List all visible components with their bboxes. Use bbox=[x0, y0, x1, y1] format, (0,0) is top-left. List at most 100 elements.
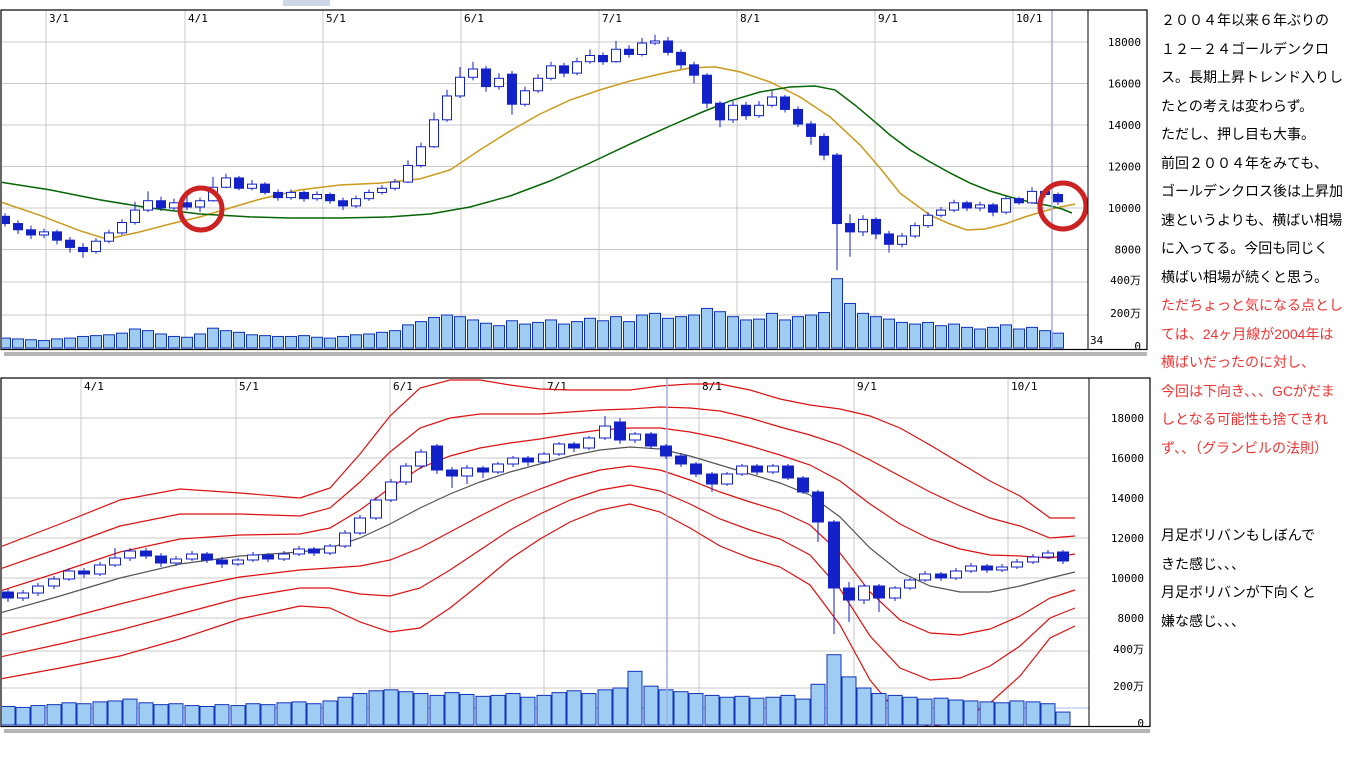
candle-up bbox=[109, 557, 121, 566]
volume-bar bbox=[1013, 328, 1025, 349]
volume-bars bbox=[2, 278, 1064, 349]
candle-up bbox=[468, 68, 478, 78]
candle-down bbox=[981, 565, 993, 571]
price-tick-label: 12000 bbox=[1111, 532, 1144, 545]
candle-down bbox=[299, 191, 309, 200]
volume-bar bbox=[306, 703, 322, 726]
month-tick-label: 7/1 bbox=[602, 12, 622, 25]
chart-shadow bbox=[4, 352, 1147, 356]
chart-shadow bbox=[4, 729, 1150, 733]
volume-bar bbox=[857, 312, 869, 349]
volume-bar bbox=[532, 321, 544, 349]
volume-bar bbox=[740, 319, 752, 349]
volume-bar bbox=[856, 687, 872, 726]
volume-bar bbox=[168, 335, 180, 349]
candle-up bbox=[130, 209, 140, 224]
volume-tick-label: 200万 bbox=[1110, 307, 1141, 320]
candle-down bbox=[624, 48, 634, 55]
axis-labels: 18000 16000 14000 12000 10000 8000 400万 200万 0 4/… bbox=[84, 380, 1144, 730]
candle-up bbox=[599, 425, 611, 439]
month-tick-label: 3/1 bbox=[49, 12, 69, 25]
candle-down bbox=[614, 421, 626, 441]
volume-bar bbox=[831, 278, 843, 349]
volume-bar bbox=[871, 693, 887, 726]
volume-bar bbox=[749, 697, 765, 726]
month-tick-label: 7/1 bbox=[547, 380, 567, 393]
candlesticks bbox=[2, 34, 1063, 271]
candle-down bbox=[797, 477, 809, 493]
volume-bar bbox=[536, 694, 552, 726]
volume-bar bbox=[636, 314, 648, 349]
candle-up bbox=[17, 592, 29, 599]
volume-bars bbox=[2, 654, 1071, 726]
candle-down bbox=[702, 74, 712, 104]
volume-bar bbox=[627, 670, 643, 726]
volume-tick-label: 0 bbox=[1134, 340, 1141, 353]
bollinger-sigma-line bbox=[2, 406, 1076, 569]
candle-up bbox=[1011, 561, 1023, 568]
month-tick-label: 5/1 bbox=[239, 380, 259, 393]
candle-down bbox=[793, 108, 803, 125]
volume-bar bbox=[505, 693, 521, 726]
candle-down bbox=[234, 177, 244, 189]
last-volume-label: 34 bbox=[1090, 334, 1104, 347]
candle-up bbox=[507, 457, 519, 465]
candle-up bbox=[461, 467, 473, 477]
candle-down bbox=[477, 467, 489, 473]
volume-bar bbox=[441, 314, 453, 349]
volume-bar bbox=[194, 333, 206, 349]
volume-bar bbox=[337, 335, 349, 349]
candle-up bbox=[377, 187, 387, 193]
volume-bar bbox=[285, 335, 297, 349]
candle-down bbox=[262, 554, 274, 560]
candle-down bbox=[260, 183, 270, 193]
volume-bar bbox=[398, 691, 414, 726]
volume-bar bbox=[428, 316, 440, 349]
volume-bar bbox=[402, 324, 414, 349]
volume-bar bbox=[948, 323, 960, 349]
volume-bar bbox=[780, 694, 796, 726]
volume-bar bbox=[30, 705, 46, 726]
volume-bar bbox=[363, 333, 375, 349]
price-tick-label: 8000 bbox=[1115, 244, 1142, 257]
golden-cross-circle bbox=[177, 185, 225, 233]
candle-up bbox=[754, 104, 764, 117]
candle-up bbox=[1001, 198, 1011, 213]
candle-down bbox=[559, 65, 569, 74]
candle-down bbox=[155, 555, 167, 564]
bollinger-sigma-line bbox=[2, 484, 1076, 681]
note-line: しとなる可能性も捨てきれ bbox=[1161, 411, 1329, 427]
volume-bar bbox=[610, 316, 622, 349]
top-chart: 18000 16000 14000 12000 10000 8000 400万 200万 0 3/… bbox=[0, 9, 1148, 356]
volume-bar bbox=[1055, 711, 1071, 726]
candle-down bbox=[645, 433, 657, 447]
volume-bar bbox=[643, 685, 659, 726]
candle-up bbox=[1027, 190, 1037, 204]
volume-bar bbox=[260, 704, 276, 726]
candle-up bbox=[949, 202, 959, 211]
volume-bar bbox=[623, 321, 635, 349]
candle-down bbox=[182, 202, 192, 208]
month-tick-label: 6/1 bbox=[393, 380, 413, 393]
candle-down bbox=[819, 135, 829, 156]
volume-bar bbox=[987, 326, 999, 349]
candle-up bbox=[767, 96, 777, 106]
volume-bar bbox=[233, 331, 245, 349]
volume-bar bbox=[38, 340, 50, 349]
month-tick-label: 8/1 bbox=[740, 12, 760, 25]
candle-up bbox=[936, 209, 946, 216]
warning-commentary: ただちょっと気になる点とし ては、24ヶ月線が2004年は 横ばいだったのに対し… bbox=[1161, 291, 1363, 462]
volume-bar bbox=[734, 695, 750, 726]
volume-bar bbox=[883, 318, 895, 349]
candle-up bbox=[585, 54, 595, 63]
note-line: きた感じ、、、 bbox=[1161, 555, 1245, 572]
volume-bar bbox=[76, 703, 92, 726]
note-line: 速というよりも、横ばい相場 bbox=[1161, 211, 1343, 228]
note-line: 横ばいだったのに対し、 bbox=[1161, 354, 1315, 370]
candle-down bbox=[156, 200, 166, 209]
volume-bar bbox=[490, 694, 506, 726]
volume-bar bbox=[612, 687, 628, 726]
month-tick-label: 4/1 bbox=[188, 12, 208, 25]
volume-bar bbox=[597, 320, 609, 349]
candle-down bbox=[338, 200, 348, 207]
